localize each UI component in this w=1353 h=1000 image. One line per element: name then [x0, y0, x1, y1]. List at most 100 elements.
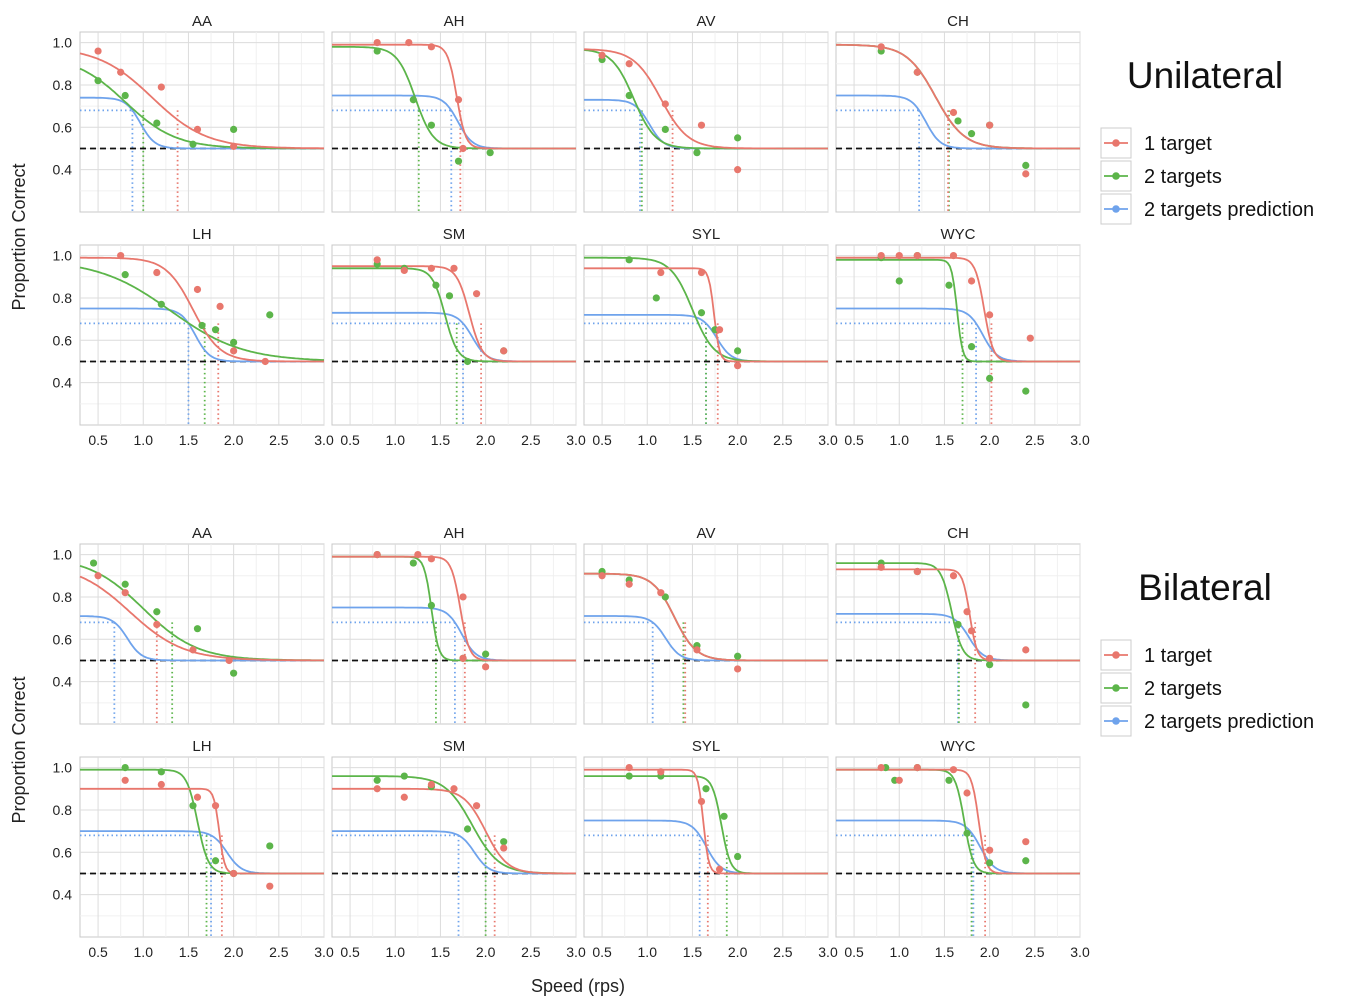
x-tick-label: 1.0	[134, 432, 154, 448]
y-tick-label: 0.4	[53, 162, 73, 178]
point-1-target	[963, 608, 971, 616]
y-tick-label: 0.6	[53, 119, 73, 135]
point-1-target	[598, 51, 606, 59]
point-2-targets	[500, 838, 508, 846]
point-2-targets	[409, 559, 417, 567]
panel-bilateral-aa: AA 0.4 0.6 0.8 1.0	[53, 525, 325, 725]
legend-key-point	[1112, 717, 1120, 725]
point-1-target	[963, 789, 971, 797]
point-1-target	[734, 166, 742, 174]
panel-unilateral-sm: SM 0.5 1.0 1.5 2.0 2.5 3.0	[331, 226, 586, 448]
point-1-target	[657, 589, 665, 597]
legend-label: 2 targets	[1144, 678, 1222, 700]
x-tick-label: 1.0	[638, 944, 658, 960]
legend-item: 2 targets prediction	[1100, 193, 1314, 225]
point-2-targets	[121, 763, 129, 772]
point-1-target	[373, 256, 381, 264]
point-1-target	[153, 268, 161, 277]
x-tick-label: 3.0	[1070, 944, 1090, 960]
x-tick-label: 0.5	[592, 944, 612, 960]
point-1-target	[913, 68, 921, 76]
panel-frame	[835, 244, 1081, 426]
panel-frame	[79, 756, 325, 938]
point-1-target	[373, 38, 381, 47]
x-tick-label: 1.0	[134, 944, 154, 960]
point-2-targets	[1022, 387, 1030, 395]
point-2-targets	[409, 96, 417, 104]
point-2-targets	[697, 309, 706, 317]
y-tick-label: 0.6	[53, 332, 73, 348]
y-axis-title-bilateral: Proportion Correct	[9, 676, 29, 823]
x-tick-label: 0.5	[592, 432, 612, 448]
point-2-targets	[427, 601, 436, 610]
panel-title: AH	[444, 525, 465, 542]
block-unilateral: Unilateral 1 target 2 targets 2 targets pre…	[1100, 55, 1314, 225]
x-tick-label: 2.5	[269, 944, 289, 960]
panel-grid: AA 0.4 0.6 0.8 1.0 AH AV CH LH 0.4 0.6 0.8 1.0 0.5 1.0…	[53, 13, 1090, 960]
panel-frame	[79, 31, 325, 213]
curve-1-target	[79, 575, 324, 662]
point-2-targets	[954, 117, 962, 125]
point-1-target	[625, 60, 633, 68]
panel-frame	[835, 756, 1081, 938]
x-tick-label: 1.5	[683, 944, 703, 960]
point-2-targets	[211, 857, 220, 865]
legend-item: 2 targets	[1100, 160, 1222, 192]
point-1-target	[193, 285, 202, 294]
point-1-target	[967, 627, 976, 635]
point-2-targets	[1022, 857, 1030, 865]
point-1-target	[1022, 170, 1030, 178]
point-1-target	[598, 572, 606, 580]
point-1-target	[405, 38, 413, 47]
panel-title: AV	[697, 13, 716, 30]
point-1-target	[472, 290, 481, 298]
block-legends: Unilateral 1 target 2 targets 2 targets pre…	[1100, 55, 1314, 737]
x-tick-label: 2.0	[980, 432, 1000, 448]
point-2-targets	[193, 625, 202, 633]
x-tick-label: 2.5	[269, 432, 289, 448]
curve-1-target	[332, 555, 576, 662]
curve-1-target	[584, 572, 828, 662]
point-2-targets	[734, 852, 742, 861]
x-tick-label: 2.5	[521, 944, 541, 960]
x-tick-label: 1.0	[638, 432, 658, 448]
point-2-targets	[121, 580, 129, 588]
point-2-targets	[734, 347, 742, 355]
point-1-target	[1022, 838, 1030, 846]
legend-key-point	[1112, 172, 1120, 180]
x-tick-label: 1.5	[935, 944, 955, 960]
point-2-targets	[945, 776, 953, 784]
point-1-target	[986, 846, 994, 854]
point-2-targets	[454, 157, 463, 165]
point-2-targets	[445, 292, 454, 300]
point-1-target	[697, 121, 706, 129]
x-tick-label: 1.5	[683, 432, 703, 448]
point-2-targets	[625, 256, 633, 264]
panel-frame	[79, 244, 325, 426]
legend-label: 2 targets prediction	[1144, 199, 1314, 221]
point-1-target	[230, 347, 238, 355]
point-1-target	[230, 869, 238, 878]
point-2-targets	[427, 121, 436, 129]
x-tick-label: 0.5	[88, 944, 108, 960]
curve-1-target	[836, 568, 1080, 662]
point-2-targets	[1022, 161, 1030, 170]
point-2-targets	[189, 802, 197, 810]
point-1-target	[94, 572, 102, 580]
point-1-target	[373, 550, 381, 559]
panel-frame	[79, 543, 325, 725]
x-tick-label: 2.5	[773, 944, 793, 960]
legend-item: 2 targets prediction	[1100, 705, 1314, 737]
panel-title: SYL	[692, 226, 720, 243]
point-2-targets	[432, 281, 440, 289]
point-1-target	[427, 555, 436, 563]
y-tick-label: 0.8	[53, 589, 73, 605]
point-1-target	[967, 277, 976, 285]
point-1-target	[625, 763, 633, 772]
point-1-target	[157, 83, 165, 91]
point-1-target	[482, 663, 490, 671]
x-tick-label: 3.0	[566, 944, 586, 960]
point-1-target	[189, 646, 197, 654]
panel-unilateral-ch: CH	[835, 13, 1081, 213]
